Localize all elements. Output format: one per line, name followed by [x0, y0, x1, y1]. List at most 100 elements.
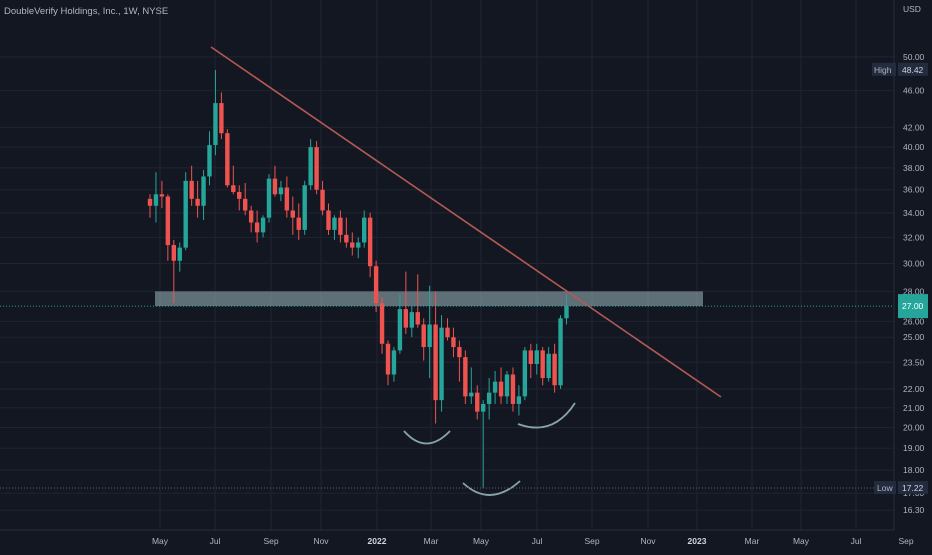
overlay-layer: [0, 46, 894, 496]
time-tick-label: May: [473, 536, 490, 546]
candle-up[interactable]: [546, 353, 551, 379]
time-tick-label: Sep: [898, 536, 913, 546]
candle-down[interactable]: [248, 210, 254, 223]
candle-down[interactable]: [272, 178, 278, 195]
candle-up[interactable]: [153, 194, 159, 206]
candle-up[interactable]: [469, 392, 474, 397]
candle-up[interactable]: [492, 381, 498, 393]
candle-down[interactable]: [159, 194, 165, 197]
resistance-zone[interactable]: [155, 291, 703, 307]
price-tick-label: 28.00: [903, 286, 925, 296]
candle-up[interactable]: [439, 327, 444, 401]
candle-up[interactable]: [564, 306, 569, 319]
candle-down[interactable]: [344, 234, 349, 243]
candle-up[interactable]: [427, 324, 432, 348]
candle-down[interactable]: [237, 191, 242, 199]
candle-up[interactable]: [302, 185, 307, 230]
time-tick-label: Sep: [263, 536, 278, 546]
descending-trendline[interactable]: [210, 46, 722, 398]
candle-down[interactable]: [296, 217, 301, 230]
head-arc[interactable]: [462, 480, 521, 496]
candle-down[interactable]: [290, 210, 295, 218]
candle-down[interactable]: [189, 180, 194, 199]
price-tick-label: 19.00: [903, 443, 925, 453]
candle-down[interactable]: [540, 350, 545, 379]
candle-up[interactable]: [516, 396, 522, 404]
candle-down[interactable]: [498, 381, 504, 397]
candle-up[interactable]: [534, 350, 539, 364]
candle-up[interactable]: [391, 350, 397, 375]
left-shoulder-arc[interactable]: [403, 430, 451, 445]
candle-up[interactable]: [207, 145, 212, 177]
candle-down[interactable]: [385, 343, 391, 375]
last-price-value: 27.00: [902, 301, 924, 311]
candle-down[interactable]: [225, 133, 230, 186]
candle-down[interactable]: [314, 147, 319, 190]
candle-up[interactable]: [266, 178, 272, 218]
candle-down[interactable]: [165, 196, 171, 246]
candle-down[interactable]: [254, 222, 260, 233]
candle-up[interactable]: [278, 187, 284, 195]
candle-up[interactable]: [558, 318, 563, 386]
candle-down[interactable]: [320, 189, 325, 211]
candle-up[interactable]: [213, 103, 218, 146]
candle-down[interactable]: [219, 103, 224, 134]
candle-down[interactable]: [171, 245, 176, 261]
candle-down[interactable]: [451, 337, 456, 348]
candle-down[interactable]: [284, 187, 290, 211]
candle-up[interactable]: [397, 309, 403, 351]
candle-layer[interactable]: [147, 70, 569, 489]
candle-down[interactable]: [350, 242, 355, 248]
price-tick-label: 18.00: [903, 465, 925, 475]
high-marker-value: 48.42: [902, 65, 924, 75]
time-tick-label: 2023: [688, 536, 707, 546]
candle-down[interactable]: [510, 374, 516, 404]
candle-down[interactable]: [403, 309, 409, 328]
price-tick-label: 32.00: [903, 232, 925, 242]
candle-up[interactable]: [177, 247, 182, 261]
price-axis[interactable]: 16.3017.0018.0019.0020.0021.0022.0023.50…: [903, 52, 925, 515]
right-shoulder-arc[interactable]: [517, 402, 576, 429]
candle-down[interactable]: [373, 266, 379, 304]
candle-down[interactable]: [433, 324, 438, 401]
candle-up[interactable]: [481, 403, 486, 412]
candle-down[interactable]: [367, 217, 373, 267]
candle-down[interactable]: [195, 198, 200, 206]
currency-label: USD: [903, 4, 921, 14]
candle-down[interactable]: [421, 324, 426, 348]
candle-down[interactable]: [326, 210, 331, 230]
candle-down[interactable]: [528, 350, 533, 364]
low-marker-tag: [874, 481, 896, 495]
high-marker-tag: [872, 62, 896, 76]
candle-down[interactable]: [475, 392, 480, 412]
chart-title: DoubleVerify Holdings, Inc., 1W, NYSE: [4, 6, 168, 17]
candle-up[interactable]: [486, 392, 492, 404]
candle-down[interactable]: [463, 357, 468, 397]
candle-down[interactable]: [445, 327, 450, 338]
candle-up[interactable]: [201, 176, 206, 206]
candle-up[interactable]: [409, 312, 414, 328]
candle-up[interactable]: [308, 147, 313, 186]
candle-down[interactable]: [379, 303, 385, 344]
candle-up[interactable]: [522, 350, 528, 397]
candle-up[interactable]: [504, 374, 510, 397]
candle-up[interactable]: [260, 217, 266, 233]
candle-up[interactable]: [332, 217, 337, 230]
price-tick-label: 40.00: [903, 142, 925, 152]
price-tick-label: 50.00: [903, 52, 925, 62]
candle-down[interactable]: [552, 353, 557, 386]
time-axis[interactable]: May Jul Sep Nov 2022 Mar May Jul Sep Nov 2023 Mar Ma…: [152, 536, 914, 546]
candle-down[interactable]: [243, 198, 248, 211]
candle-down[interactable]: [147, 198, 153, 206]
candle-down[interactable]: [231, 185, 236, 192]
candle-up[interactable]: [362, 217, 367, 243]
candle-down[interactable]: [457, 347, 462, 358]
price-tick-label: 34.00: [903, 208, 925, 218]
candle-up[interactable]: [356, 242, 361, 248]
candle-down[interactable]: [415, 312, 420, 325]
candle-up[interactable]: [183, 180, 188, 248]
candle-down[interactable]: [338, 217, 343, 235]
